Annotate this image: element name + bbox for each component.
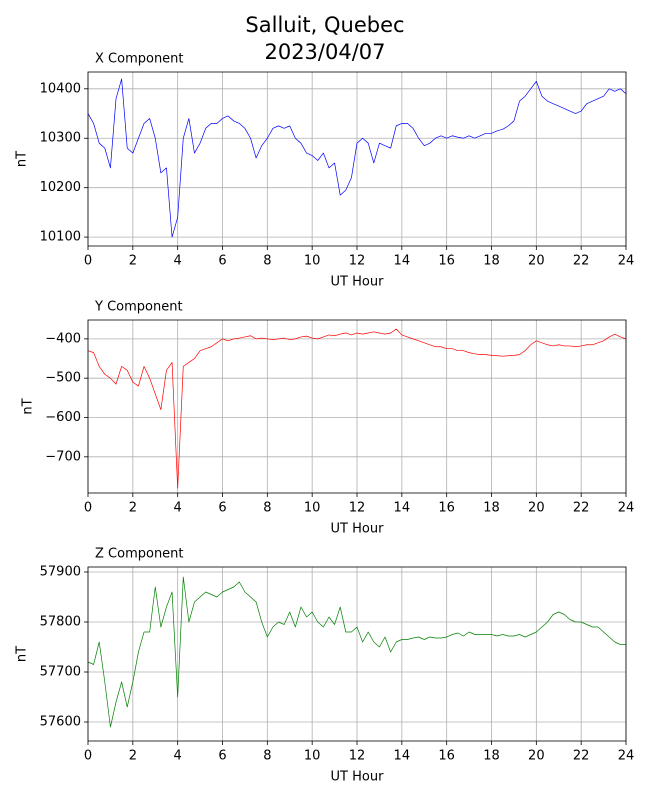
axes-title: Z Component <box>95 547 184 562</box>
x-tick-label: 10 <box>304 254 321 269</box>
x-tick-label: 14 <box>394 501 411 516</box>
x-tick-label: 10 <box>304 749 321 764</box>
x-tick-label: 18 <box>483 501 500 516</box>
x-tick-label: 22 <box>573 501 590 516</box>
x-tick-label: 16 <box>438 749 455 764</box>
x-tick-label: 2 <box>129 749 137 764</box>
x-axis-label: UT Hour <box>331 275 385 290</box>
x-tick-label: 6 <box>218 749 226 764</box>
x-axis-label: UT Hour <box>331 522 385 537</box>
y-axis-label: nT <box>15 151 30 167</box>
axes-frame <box>87 319 627 494</box>
x-tick-label: 0 <box>84 254 92 269</box>
y-axis-label: nT <box>21 398 36 414</box>
x-tick-label: 0 <box>84 749 92 764</box>
axes-frame <box>87 566 627 742</box>
x-tick-label: 18 <box>483 254 500 269</box>
x-tick-label: 22 <box>573 254 590 269</box>
x-tick-label: 20 <box>528 749 545 764</box>
axes-frame <box>87 71 627 247</box>
x-tick-label: 16 <box>438 254 455 269</box>
x-tick-label: 24 <box>618 501 635 516</box>
data-line <box>87 78 627 238</box>
x-tick-label: 14 <box>394 749 411 764</box>
x-tick-label: 0 <box>84 501 92 516</box>
y-tick-label: −600 <box>45 410 81 425</box>
x-tick-label: 10 <box>304 501 321 516</box>
x-tick-label: 24 <box>618 254 635 269</box>
y-tick-label: 57800 <box>40 615 81 630</box>
axes-title: Y Component <box>94 300 183 315</box>
y-tick-label: −400 <box>45 331 81 346</box>
y-tick-label: 10300 <box>40 131 81 146</box>
x-tick-label: 6 <box>218 254 226 269</box>
axes-title: X Component <box>95 52 184 67</box>
x-tick-label: 24 <box>618 749 635 764</box>
data-line <box>87 576 626 728</box>
y-axis-label: nT <box>15 646 30 662</box>
y-tick-label: 57600 <box>40 715 81 730</box>
y-tick-label: 10200 <box>40 180 81 195</box>
y-tick-label: 57700 <box>40 665 81 680</box>
x-tick-label: 2 <box>129 254 137 269</box>
x-tick-label: 20 <box>528 501 545 516</box>
x-tick-label: 4 <box>174 749 182 764</box>
x-tick-label: 8 <box>263 749 271 764</box>
x-tick-label: 16 <box>438 501 455 516</box>
x-tick-label: 12 <box>349 501 366 516</box>
x-tick-label: 2 <box>129 501 137 516</box>
x-tick-label: 6 <box>218 501 226 516</box>
y-tick-label: −700 <box>45 449 81 464</box>
x-tick-label: 12 <box>349 749 366 764</box>
x-tick-label: 4 <box>174 254 182 269</box>
y-tick-label: 57900 <box>40 565 81 580</box>
x-tick-label: 12 <box>349 254 366 269</box>
figure-title: Salluit, Quebec <box>245 13 404 37</box>
x-tick-label: 14 <box>394 254 411 269</box>
x-tick-label: 8 <box>263 501 271 516</box>
figure-subtitle: 2023/04/07 <box>264 40 385 64</box>
data-line <box>87 328 627 489</box>
y-tick-label: 10400 <box>40 81 81 96</box>
y-tick-label: −500 <box>45 371 81 386</box>
x-tick-label: 8 <box>263 254 271 269</box>
y-tick-label: 10100 <box>40 230 81 245</box>
x-tick-label: 4 <box>174 501 182 516</box>
x-axis-label: UT Hour <box>331 770 385 785</box>
x-tick-label: 18 <box>483 749 500 764</box>
x-tick-label: 22 <box>573 749 590 764</box>
x-tick-label: 20 <box>528 254 545 269</box>
